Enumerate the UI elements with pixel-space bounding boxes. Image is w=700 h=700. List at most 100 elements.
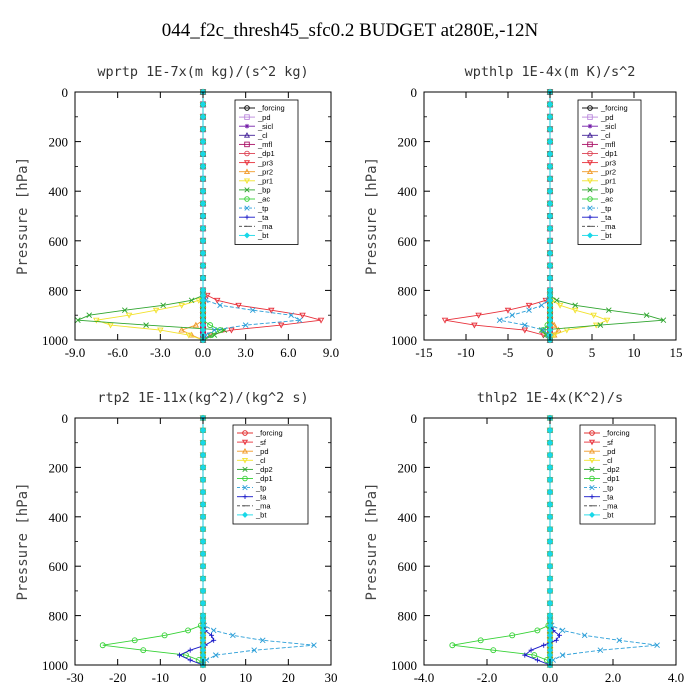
data-point	[259, 637, 266, 644]
data-point	[178, 302, 185, 309]
legend-entry: _sicl	[582, 122, 616, 131]
legend-entry: _ta	[239, 213, 269, 222]
series-dp1	[99, 415, 206, 668]
data-point	[161, 632, 168, 639]
data-point	[556, 302, 564, 309]
data-point	[210, 627, 217, 634]
legend-entry: _dp1	[582, 149, 618, 158]
legend-label: _ta	[257, 213, 269, 222]
y-tick-label: 600	[398, 234, 418, 249]
data-point	[546, 587, 554, 595]
data-point	[152, 307, 160, 314]
data-point	[546, 249, 554, 257]
y-axis-label: Pressure [hPa]	[364, 157, 380, 275]
legend-marker	[244, 205, 250, 211]
legend-label: _ma	[600, 222, 616, 231]
legend-label: _ma	[255, 502, 271, 511]
data-point	[546, 513, 554, 521]
data-point	[228, 327, 235, 334]
legend-marker	[244, 214, 250, 220]
panel-2: wpthlp 1E-4x(m K)/s^2 Pressure [hPa] 0 200 4…	[364, 64, 683, 360]
data-point	[581, 632, 588, 639]
legend-marker	[586, 178, 594, 185]
legend-entry: _ta	[237, 492, 267, 501]
legend-marker	[586, 168, 594, 174]
y-tick-label: 200	[49, 460, 69, 475]
x-tick-label: -30	[66, 670, 83, 685]
data-point	[131, 637, 138, 644]
y-tick-label: 400	[398, 184, 418, 199]
data-point	[546, 427, 554, 434]
data-point	[475, 312, 482, 319]
legend-label: _pd	[257, 113, 271, 122]
y-tick-label: 400	[398, 510, 418, 525]
legend-marker	[244, 105, 250, 111]
legend-entry: _pr2	[239, 167, 273, 176]
x-tick-label: 0	[547, 345, 554, 360]
legend-entry: _ma	[584, 502, 618, 511]
legend-marker	[588, 447, 596, 454]
data-point	[187, 657, 193, 663]
data-point	[546, 175, 554, 183]
legend-label: _pr3	[600, 158, 616, 167]
legend-label: _ta	[255, 492, 267, 501]
data-point	[242, 322, 249, 328]
data-point	[546, 187, 554, 195]
data-point	[199, 175, 207, 183]
data-point	[235, 302, 242, 309]
data-point	[199, 274, 207, 282]
data-point	[546, 525, 554, 533]
y-tick-label: 800	[49, 609, 69, 624]
data-point	[546, 451, 554, 459]
legend-label: _dp1	[257, 149, 275, 158]
legend-marker	[589, 475, 595, 482]
legend-label: _pr1	[600, 177, 616, 186]
data-point	[199, 101, 207, 108]
data-point	[178, 326, 185, 333]
y-tick-label: 1000	[391, 658, 417, 673]
data-point	[299, 312, 306, 319]
y-tick-label: 1000	[42, 333, 68, 348]
data-point	[199, 525, 207, 533]
legend-marker	[589, 430, 595, 436]
data-point	[199, 225, 207, 232]
series-bt	[546, 88, 554, 344]
data-point	[546, 150, 554, 158]
data-point	[160, 302, 166, 309]
data-point	[277, 322, 285, 329]
data-point	[559, 652, 566, 658]
data-point	[546, 600, 554, 607]
legend-marker	[587, 150, 593, 157]
legend-label: _sf	[602, 438, 614, 447]
data-point	[157, 327, 164, 334]
legend-entry: _sf	[584, 438, 614, 447]
plot-area	[75, 88, 325, 344]
data-point	[140, 647, 147, 654]
series-line	[452, 418, 551, 666]
legend-entry: _tp	[237, 483, 266, 492]
data-point	[199, 187, 207, 195]
legend-label: _bt	[600, 231, 612, 240]
data-point	[603, 317, 611, 324]
data-point	[311, 642, 317, 649]
data-point	[187, 647, 193, 653]
legend-box	[579, 424, 656, 525]
y-tick-label: 600	[49, 234, 69, 249]
y-tick-label: 200	[398, 460, 418, 475]
data-point	[616, 637, 623, 644]
legend-label: _ma	[257, 222, 273, 231]
legend-marker	[589, 466, 595, 473]
data-point	[441, 317, 449, 324]
data-point	[525, 302, 533, 309]
legend-marker	[242, 475, 248, 482]
legend-label: _forcing	[257, 104, 285, 113]
legend-label: _tp	[600, 204, 611, 213]
legend-label: _dp2	[602, 465, 620, 474]
legend-entry: _ac	[239, 195, 270, 204]
data-point	[555, 326, 562, 333]
data-point	[185, 332, 193, 339]
x-tick-label: 10	[628, 345, 641, 360]
legend-marker	[587, 105, 593, 111]
data-point	[199, 562, 207, 570]
data-point	[538, 327, 545, 333]
